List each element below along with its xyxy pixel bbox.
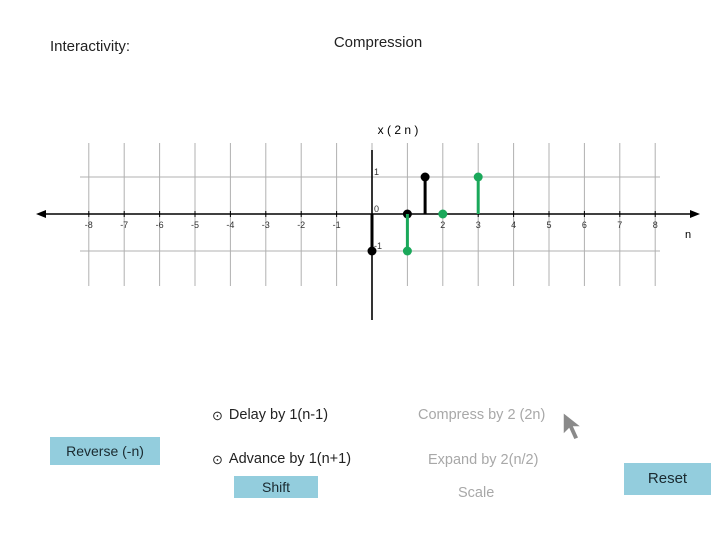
plot-series <box>367 172 483 256</box>
mode-title: Compression <box>333 34 423 51</box>
delay-option[interactable]: ⊙ Delay by 1(n-1) <box>212 407 328 423</box>
signal-plot: -8 -7 -6 -5 -4 -3 -2 -1 2 3 4 5 6 7 8 1 0 -1 x ( 2 n ) n <box>36 123 700 320</box>
stem-point <box>438 209 448 219</box>
expand-button[interactable]: Expand by 2(n/2) <box>428 452 539 468</box>
x-tick-label: 3 <box>476 220 481 230</box>
scale-button[interactable]: Scale <box>458 485 495 501</box>
x-tick-label: 7 <box>617 220 622 230</box>
plot-title: x ( 2 n ) <box>378 123 419 137</box>
x-axis-left-arrow-icon <box>36 210 46 218</box>
x-axis-right-arrow-icon <box>690 210 700 218</box>
reverse-button[interactable]: Reverse (-n) <box>50 437 160 465</box>
x-tick-label: -4 <box>226 220 234 230</box>
compress-button[interactable]: Compress by 2 (2n) <box>418 407 546 423</box>
x-tick-label: -1 <box>333 220 341 230</box>
x-tick-label: -6 <box>156 220 164 230</box>
x-axis-label: n <box>685 229 691 241</box>
interactivity-label: Interactivity: <box>50 38 131 55</box>
plot-axes <box>36 150 700 320</box>
y-tick-label: 0 <box>374 204 379 214</box>
x-tick-label: 8 <box>653 220 658 230</box>
x-tick-label: -5 <box>191 220 199 230</box>
stem-point <box>367 246 377 256</box>
plot-tick-labels: -8 -7 -6 -5 -4 -3 -2 -1 2 3 4 5 6 7 8 1 0 -1 <box>85 167 658 251</box>
advance-option[interactable]: ⊙ Advance by 1(n+1) <box>212 451 351 467</box>
stem-point <box>420 172 430 182</box>
x-tick-label: 2 <box>440 220 445 230</box>
delay-label: Delay by 1(n-1) <box>228 407 329 423</box>
cursor-arrow-icon <box>562 410 585 441</box>
stem-point <box>402 246 412 256</box>
y-tick-label: 1 <box>374 167 379 177</box>
y-tick-label: -1 <box>374 241 382 251</box>
x-tick-label: -2 <box>297 220 305 230</box>
shift-button[interactable]: Shift <box>234 476 318 498</box>
stem-point <box>473 172 483 182</box>
radio-icon: ⊙ <box>212 407 223 423</box>
radio-icon: ⊙ <box>212 451 223 467</box>
x-tick-label: 6 <box>582 220 587 230</box>
reset-button[interactable]: Reset <box>624 463 711 495</box>
x-tick-label: 5 <box>546 220 551 230</box>
advance-label: Advance by 1(n+1) <box>228 451 352 467</box>
x-tick-label: -3 <box>262 220 270 230</box>
x-tick-label: -7 <box>120 220 128 230</box>
x-tick-label: -8 <box>85 220 93 230</box>
x-tick-label: 4 <box>511 220 516 230</box>
